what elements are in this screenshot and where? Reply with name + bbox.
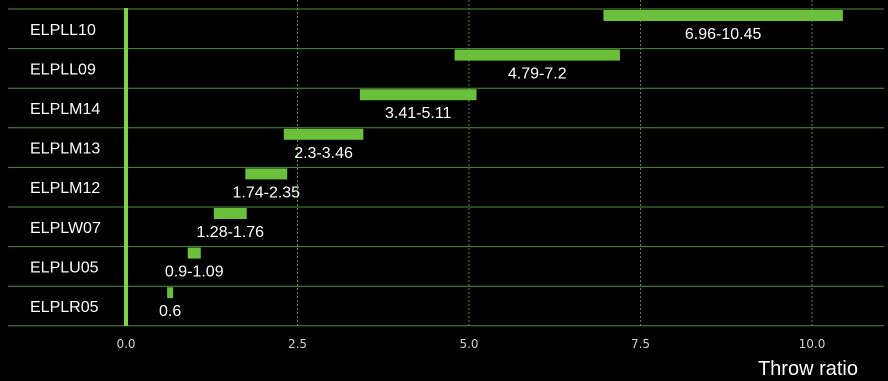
x-tick-label: 0.0 [116, 337, 135, 351]
labels: 0.0 2.5 5.0 7.5 10.0 ELPLL10 6.96-10.45 ELPLL09… [30, 22, 825, 351]
range-value-label: 4.79-7.2 [508, 66, 567, 83]
range-bar [283, 128, 364, 140]
range-bar [213, 208, 247, 219]
range-value-label: 3.41-5.11 [385, 105, 452, 122]
range-value-label: 1.74-2.35 [232, 184, 300, 201]
x-axis-title: Throw ratio [758, 358, 858, 380]
category-label: ELPLR05 [30, 299, 99, 316]
category-label: ELPLW07 [30, 220, 101, 237]
category-label: ELPLM13 [30, 141, 100, 158]
range-value-label: 1.28-1.76 [196, 224, 264, 241]
x-tick-label: 2.5 [288, 337, 307, 351]
range-bar [454, 49, 620, 61]
range-value-label: 0.6 [159, 303, 181, 320]
range-bars [167, 10, 843, 299]
category-label: ELPLL09 [30, 61, 96, 78]
range-bar [245, 168, 288, 180]
category-label: ELPLM14 [30, 101, 100, 118]
category-label: ELPLL10 [30, 22, 96, 39]
range-bar [359, 89, 477, 101]
x-tick-label: 5.0 [459, 337, 478, 351]
category-label: ELPLU05 [30, 259, 99, 276]
range-bar [187, 247, 201, 259]
x-tick-label: 7.5 [631, 337, 650, 351]
range-bar [167, 287, 174, 299]
range-bar [603, 10, 843, 21]
category-label: ELPLM12 [30, 180, 100, 197]
x-tick-label: 10.0 [799, 337, 826, 351]
range-value-label: 0.9-1.09 [165, 264, 224, 281]
range-value-label: 2.3-3.46 [294, 145, 353, 162]
range-value-label: 6.96-10.45 [685, 26, 762, 43]
gridlines [8, 0, 884, 327]
